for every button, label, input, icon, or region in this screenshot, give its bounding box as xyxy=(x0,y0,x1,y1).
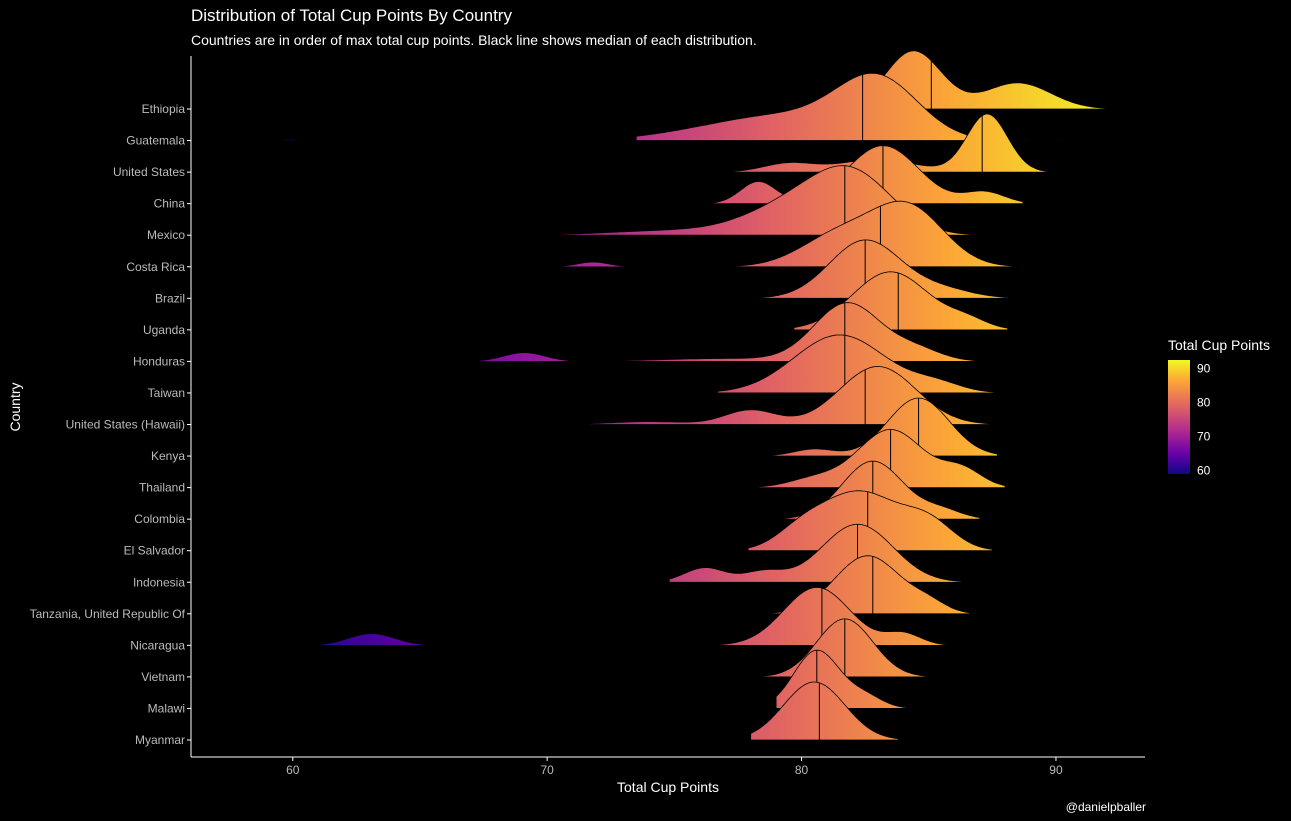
y-tick-label-mexico: Mexico xyxy=(147,228,185,242)
chart-caption: @danielpballer xyxy=(1065,800,1146,814)
x-axis-title: Total Cup Points xyxy=(617,779,719,795)
y-tick-label-el-salvador: El Salvador xyxy=(124,544,185,558)
ridge-nicaragua xyxy=(332,586,948,646)
ridge-honduras xyxy=(592,302,1011,362)
ridge-colombia xyxy=(763,460,981,520)
y-tick-label-tanzania-united-republic-of: Tanzania, United Republic Of xyxy=(30,607,186,621)
legend-title: Total Cup Points xyxy=(1168,337,1270,353)
legend-tick-label-90: 90 xyxy=(1197,362,1211,376)
x-tick-label-80: 80 xyxy=(795,763,809,777)
ridge-brazil xyxy=(699,239,1016,299)
y-tick-label-ethiopia: Ethiopia xyxy=(142,102,186,116)
y-tick-label-united-states-hawaii: United States (Hawaii) xyxy=(66,418,185,432)
legend-tick-label-70: 70 xyxy=(1197,430,1211,444)
ridge-outlier-guatemala-1 xyxy=(1020,139,1067,141)
y-tick-label-uganda: Uganda xyxy=(143,323,185,337)
ridge-china xyxy=(712,145,1024,205)
ridge-el-salvador xyxy=(747,490,993,552)
legend-tick-label-60: 60 xyxy=(1197,464,1211,478)
y-tick-label-china: China xyxy=(154,197,186,211)
x-tick-label-70: 70 xyxy=(540,763,554,777)
y-tick-label-kenya: Kenya xyxy=(151,449,185,463)
ridge-kenya xyxy=(763,397,998,457)
ridge-costa-rica xyxy=(719,200,1014,268)
ridge-outlier-honduras-0 xyxy=(479,352,570,362)
y-tick-label-vietnam: Vietnam xyxy=(141,670,185,684)
ridge-outlier-nicaragua-0 xyxy=(320,633,423,646)
y-tick-label-honduras: Honduras xyxy=(133,354,185,368)
legend-colorbar xyxy=(1168,360,1190,474)
ridge-outlier-costa-rica-0 xyxy=(559,261,627,268)
x-tick-label-90: 90 xyxy=(1049,763,1063,777)
ridge-indonesia xyxy=(668,523,973,583)
y-tick-label-brazil: Brazil xyxy=(155,291,185,305)
ridge-taiwan xyxy=(717,334,996,394)
chart-subtitle: Countries are in order of max total cup … xyxy=(191,32,757,48)
y-tick-label-thailand: Thailand xyxy=(139,481,185,495)
y-tick-label-united-states: United States xyxy=(113,165,185,179)
y-tick-label-taiwan: Taiwan xyxy=(148,386,185,400)
y-tick-label-costa-rica: Costa Rica xyxy=(126,260,185,274)
ridge-guatemala xyxy=(635,72,968,141)
ridge-thailand xyxy=(747,429,1006,488)
legend-tick-label-80: 80 xyxy=(1197,396,1211,410)
chart-title: Distribution of Total Cup Points By Coun… xyxy=(191,6,512,25)
ridge-myanmar xyxy=(750,681,899,741)
x-tick-label-60: 60 xyxy=(286,763,300,777)
ridge-outlier-guatemala-0 xyxy=(273,139,308,141)
y-tick-label-colombia: Colombia xyxy=(134,512,185,526)
y-tick-label-malawi: Malawi xyxy=(148,701,185,715)
y-tick-label-myanmar: Myanmar xyxy=(135,733,185,747)
y-tick-label-guatemala: Guatemala xyxy=(126,134,185,148)
y-axis-title: Country xyxy=(7,382,23,431)
y-tick-label-nicaragua: Nicaragua xyxy=(130,638,185,652)
y-tick-label-indonesia: Indonesia xyxy=(133,575,185,589)
